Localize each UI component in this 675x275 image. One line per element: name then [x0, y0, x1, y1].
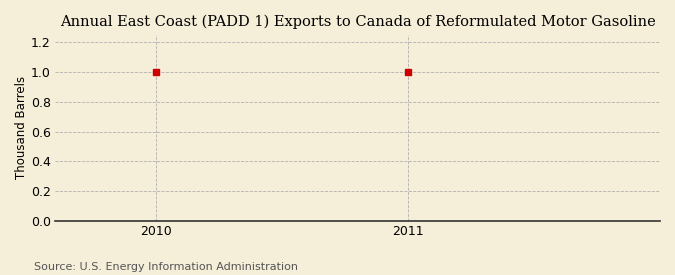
Y-axis label: Thousand Barrels: Thousand Barrels	[15, 76, 28, 179]
Title: Annual East Coast (PADD 1) Exports to Canada of Reformulated Motor Gasoline: Annual East Coast (PADD 1) Exports to Ca…	[59, 15, 655, 29]
Text: Source: U.S. Energy Information Administration: Source: U.S. Energy Information Administ…	[34, 262, 298, 272]
